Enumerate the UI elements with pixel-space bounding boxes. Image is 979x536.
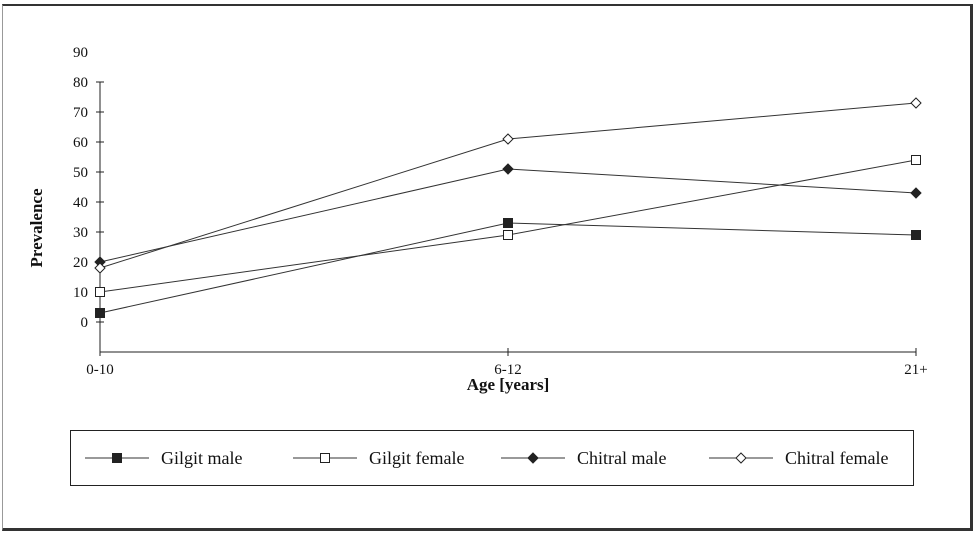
x-axis: 0-10 6-12 21+	[86, 348, 928, 378]
data-point	[95, 308, 105, 318]
figure-frame	[2, 4, 973, 531]
data-point	[910, 187, 922, 199]
y-tick-label: 60	[73, 135, 88, 151]
legend-label: Chitral male	[577, 448, 666, 468]
series-gilgit-male	[95, 218, 921, 318]
y-tick-label: 10	[73, 285, 88, 301]
legend-marker	[112, 453, 122, 463]
legend-item: Chitral male	[501, 448, 666, 468]
y-axis-title: Prevalence	[27, 188, 46, 267]
data-point	[910, 97, 922, 109]
series-chitral-female	[94, 97, 922, 274]
x-tick-label: 6-12	[494, 362, 522, 378]
y-tick-label: 40	[73, 195, 88, 211]
data-point	[503, 218, 513, 228]
x-tick-label: 0-10	[86, 362, 114, 378]
legend-marker	[735, 452, 747, 464]
y-tick-label: 0	[81, 315, 89, 331]
legend-marker	[527, 452, 539, 464]
data-point	[911, 155, 921, 165]
x-axis-title: Age [years]	[467, 375, 550, 394]
y-tick-label: 80	[73, 75, 88, 91]
legend-label: Gilgit female	[369, 448, 464, 468]
data-point	[502, 163, 514, 175]
y-tick-label: 50	[73, 165, 88, 181]
data-point	[94, 262, 106, 274]
legend-items: Gilgit male Gilgit female Chitral male Chit…	[85, 448, 888, 468]
data-point	[911, 230, 921, 240]
y-tick-label: 30	[73, 225, 88, 241]
legend-item: Gilgit male	[85, 448, 242, 468]
y-tick-label: 90	[73, 45, 88, 61]
legend: Gilgit male Gilgit female Chitral male Chit…	[70, 430, 914, 486]
y-tick-label: 20	[73, 255, 88, 271]
legend-item: Gilgit female	[293, 448, 464, 468]
series-chitral-male	[94, 163, 922, 268]
legend-marker	[320, 453, 330, 463]
legend-item: Chitral female	[709, 448, 888, 468]
legend-label: Chitral female	[785, 448, 888, 468]
data-point	[503, 230, 513, 240]
series-layer	[94, 97, 922, 318]
data-point	[95, 287, 105, 297]
y-axis: 0 10 20 30 40 50 60 70 80 90	[73, 45, 104, 352]
data-point	[502, 133, 514, 145]
y-tick-label: 70	[73, 105, 88, 121]
legend-label: Gilgit male	[161, 448, 242, 468]
x-tick-label: 21+	[904, 362, 927, 378]
